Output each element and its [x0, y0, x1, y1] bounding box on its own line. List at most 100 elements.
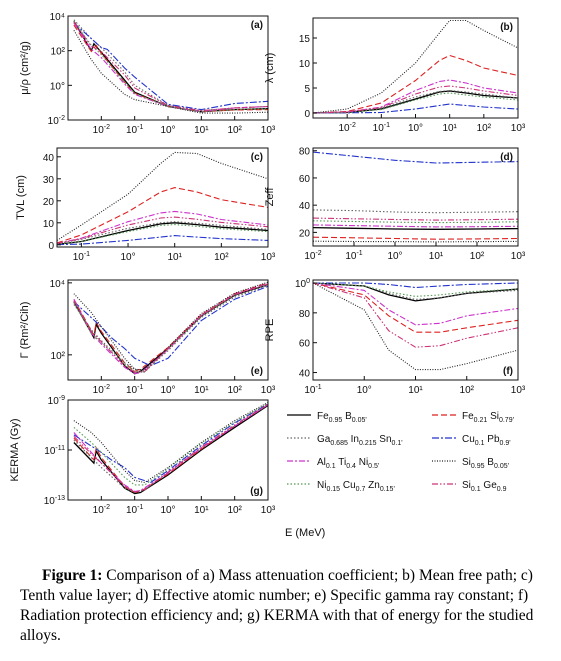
plot-frame-c [56, 147, 269, 248]
panel-b: 10-2 10-1 10° 10¹ 10² 10³ 0 5 10 15 (b) λ (cm) [264, 17, 526, 134]
xtick-label: 10² [227, 125, 242, 136]
figure-caption: Figure 1: Comparison of a) Mass attenuat… [20, 566, 545, 646]
xtick-label: 10-1 [304, 384, 321, 396]
xtick-label: 10° [120, 252, 135, 263]
series-d-ga [313, 209, 518, 214]
ytick-label: 30 [43, 175, 55, 186]
plot-frame-a [67, 15, 269, 121]
xtick-label: 10² [460, 385, 475, 396]
figure-panels: 10-2 10-1 10° 10¹ 10² 10³ 10-2 10° 10² 10⁴ (a) μ/ρ … [9, 12, 526, 539]
xtick-label: 10³ [261, 505, 276, 516]
series-e-cu [73, 285, 268, 367]
series-c-fe [57, 222, 268, 246]
xtick-label: 10-2 [93, 504, 110, 516]
series-b-al [313, 79, 518, 114]
ylabel-a: μ/ρ (cm²/g) [19, 41, 31, 95]
ytick-label: 40 [43, 153, 55, 164]
panel-label-f: (f) [503, 366, 513, 377]
ytick-label: 20 [299, 228, 311, 239]
ytick-label: 40 [299, 369, 311, 380]
panel-label-d: (d) [500, 152, 513, 163]
xlabel: E (MeV) [285, 527, 325, 539]
ytick-label: 10⁴ [50, 279, 65, 290]
ytick-label: 80 [299, 147, 311, 158]
xtick-label: 10¹ [194, 385, 209, 396]
xtick-label: 10³ [261, 252, 276, 263]
series-g-sige [73, 403, 268, 493]
series-c-sib [57, 151, 268, 241]
panel-a: 10-2 10-1 10° 10¹ 10² 10³ 10-2 10° 10² 10⁴ (a) μ/ρ … [19, 12, 276, 136]
ytick-label: 0 [48, 241, 54, 252]
series-e-fesi [73, 282, 268, 372]
series-b-cu [313, 103, 518, 114]
xtick-label: 10³ [511, 385, 526, 396]
series-c-ni [57, 224, 268, 245]
ytick-label: 10² [51, 47, 66, 58]
ylabel-b: λ (cm) [264, 53, 276, 84]
panel-label-c: (c) [251, 152, 263, 163]
series-f-fe [313, 282, 518, 302]
xtick-label: 10° [408, 123, 423, 134]
ytick-label: 100 [295, 278, 310, 290]
ylabel-f: RPE [264, 319, 276, 342]
xtick-label: 10² [477, 123, 492, 134]
caption-label: Figure 1: [42, 567, 103, 584]
series-g-ga [73, 404, 268, 494]
xtick-label: 10° [160, 505, 175, 516]
series-e-sige [73, 283, 268, 373]
ytick-label: 10-11 [44, 445, 65, 457]
series-a-fe [73, 20, 268, 113]
legend-label-fesi: Fe0.21 Si0.79' [462, 411, 514, 424]
ytick-label: 10-2 [48, 115, 65, 127]
xtick-label: 10³ [261, 385, 276, 396]
series-c-cu [57, 235, 268, 246]
ytick-label: 80 [299, 309, 311, 320]
series-f-sige [313, 282, 518, 348]
panel-c: 10-1 10° 10¹ 10² 10³ 0 10 20 30 40 (c) TVL (cm) [15, 147, 276, 263]
series-f-sib [313, 282, 518, 371]
xtick-label: 10³ [511, 251, 526, 262]
xtick-label: 10² [470, 251, 485, 262]
ytick-label: 60 [299, 339, 311, 350]
xtick-label: 10° [160, 385, 175, 396]
plot-frame-b [312, 17, 519, 119]
series-a-ni [73, 20, 268, 113]
series-a-ga [73, 19, 268, 112]
ytick-label: 10° [50, 81, 65, 92]
legend-label-sib: Si0.95 B0.05' [462, 457, 509, 470]
ytick-label: 10 [299, 59, 311, 70]
legend-label-al: Al0.1 Ti0.4 Ni0.5' [317, 457, 379, 470]
xtick-label: 10-1 [126, 504, 143, 516]
series-d-cu [313, 151, 518, 164]
ylabel-c: TVL (cm) [15, 175, 27, 220]
xtick-label: 10¹ [194, 505, 209, 516]
legend-label-fe: Fe0.95 B0.05' [317, 411, 367, 424]
series-c-sige [57, 216, 268, 245]
xtick-label: 10-2 [304, 250, 321, 262]
series-a-al [73, 22, 268, 113]
panel-e: 10-2 10-1 10° 10¹ 10² 10³ 10² 10⁴ (e) Γ (Rm²/Cih) [19, 279, 276, 396]
series-c-al [57, 210, 268, 245]
ytick-label: 20 [43, 197, 55, 208]
panel-d: 10-2 10-1 10° 10¹ 10² 10³ 20 40 60 80 (d) Zeff [264, 147, 526, 262]
panel-label-e: (e) [251, 366, 263, 377]
xtick-label: 10¹ [194, 125, 209, 136]
xtick-label: 10¹ [442, 123, 457, 134]
series-b-ni [313, 92, 518, 114]
ylabel-g: KERMA (Gy) [9, 419, 21, 482]
xtick-label: 10² [227, 505, 242, 516]
plot-frame-d [312, 147, 519, 247]
ytick-label: 0 [304, 109, 310, 120]
series-g-al [73, 404, 268, 492]
series-e-ga [73, 284, 268, 372]
xtick-label: 10³ [511, 123, 526, 134]
series-c-fesi [57, 187, 268, 244]
legend-label-ni: Ni0.15 Cu0.7 Zn0.15' [317, 480, 395, 493]
series-b-fesi [313, 54, 518, 114]
xtick-label: 10-1 [373, 122, 390, 134]
series-a-sib [73, 30, 268, 114]
ytick-label: 10-9 [48, 395, 65, 407]
series-d-sib [313, 240, 518, 243]
legend: Fe0.95 B0.05' Fe0.21 Si0.79' Ga0.685 In0.2… [287, 411, 514, 493]
series-g-fe [73, 404, 268, 495]
